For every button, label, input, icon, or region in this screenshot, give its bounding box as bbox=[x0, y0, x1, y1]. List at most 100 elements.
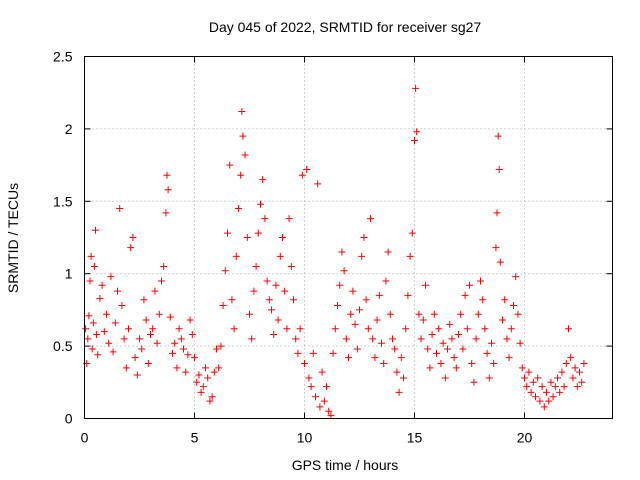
data-point-marker bbox=[98, 281, 106, 289]
data-point-marker bbox=[169, 349, 176, 357]
data-point-marker bbox=[404, 291, 412, 299]
y-tick-label: 1.5 bbox=[53, 193, 73, 209]
data-point-marker bbox=[197, 388, 205, 396]
data-point-marker bbox=[210, 368, 218, 376]
data-point-marker bbox=[384, 248, 392, 256]
data-point-marker bbox=[578, 378, 586, 386]
data-point-marker bbox=[477, 277, 484, 285]
data-point-marker bbox=[540, 403, 548, 411]
data-point-marker bbox=[301, 359, 308, 367]
data-point-marker bbox=[468, 359, 476, 367]
data-point-marker bbox=[163, 171, 171, 179]
data-point-marker bbox=[496, 258, 504, 266]
data-point-marker bbox=[268, 306, 275, 314]
x-tick-label: 5 bbox=[191, 430, 199, 446]
data-point-marker bbox=[415, 310, 423, 318]
data-point-marker bbox=[334, 302, 341, 310]
data-point-marker bbox=[503, 335, 511, 343]
data-point-marker bbox=[549, 393, 557, 401]
data-point-marker bbox=[238, 108, 246, 116]
data-point-marker bbox=[364, 325, 372, 333]
data-point-marker bbox=[532, 393, 539, 401]
data-point-marker bbox=[87, 252, 95, 260]
data-point-marker bbox=[505, 354, 513, 362]
data-point-marker bbox=[276, 252, 284, 260]
data-point-marker bbox=[433, 349, 440, 357]
data-point-marker bbox=[375, 291, 383, 299]
data-point-marker bbox=[93, 331, 101, 339]
x-tick-label: 15 bbox=[407, 430, 423, 446]
data-point-marker bbox=[103, 310, 110, 318]
data-point-marker bbox=[507, 325, 515, 333]
data-point-marker bbox=[470, 378, 478, 386]
x-tick-label: 0 bbox=[81, 430, 89, 446]
data-point-marker bbox=[576, 368, 583, 376]
data-point-marker bbox=[129, 234, 137, 241]
data-point-marker bbox=[320, 397, 328, 405]
data-point-marker bbox=[430, 310, 438, 318]
y-tick-label: 1 bbox=[65, 266, 73, 282]
data-point-marker bbox=[144, 359, 152, 367]
data-point-marker bbox=[373, 316, 381, 324]
data-point-marker bbox=[292, 335, 300, 343]
y-tick-label: 0 bbox=[65, 411, 73, 427]
y-tick-label: 2.5 bbox=[53, 49, 73, 65]
data-point-marker bbox=[450, 354, 458, 362]
data-point-marker bbox=[314, 180, 322, 188]
data-point-marker bbox=[265, 296, 273, 304]
plot-frame bbox=[84, 56, 613, 419]
data-point-marker bbox=[147, 331, 154, 339]
y-tick-label: 2 bbox=[65, 121, 73, 137]
data-point-marker bbox=[536, 397, 544, 405]
data-point-marker bbox=[336, 281, 344, 289]
data-point-marker bbox=[259, 176, 267, 184]
data-point-marker bbox=[254, 229, 262, 237]
data-point-marker bbox=[380, 359, 388, 367]
data-point-marker bbox=[426, 364, 434, 372]
data-point-marker bbox=[281, 287, 289, 295]
data-point-marker bbox=[331, 325, 339, 333]
data-point-marker bbox=[215, 364, 223, 372]
data-point-marker bbox=[417, 335, 425, 343]
data-point-marker bbox=[547, 378, 555, 386]
data-point-marker bbox=[96, 294, 104, 302]
data-point-marker bbox=[272, 281, 280, 289]
data-point-marker bbox=[294, 349, 302, 357]
data-point-marker bbox=[499, 316, 506, 324]
data-point-marker bbox=[208, 393, 216, 401]
data-point-marker bbox=[395, 388, 403, 396]
data-point-marker bbox=[378, 339, 385, 347]
data-point-marker bbox=[107, 273, 115, 281]
data-point-marker bbox=[309, 349, 317, 357]
data-point-marker bbox=[235, 205, 242, 213]
data-point-marker bbox=[318, 368, 326, 376]
data-point-marker bbox=[356, 306, 363, 314]
data-point-marker bbox=[562, 359, 570, 367]
data-point-marker bbox=[479, 296, 487, 304]
data-point-marker bbox=[419, 316, 427, 324]
data-point-marker bbox=[303, 165, 311, 173]
data-point-marker bbox=[492, 244, 500, 252]
data-point-marker bbox=[571, 364, 579, 372]
data-point-marker bbox=[261, 215, 269, 223]
data-point-marker bbox=[554, 374, 561, 382]
data-point-marker bbox=[441, 374, 449, 382]
data-point-marker bbox=[263, 277, 271, 285]
data-point-marker bbox=[188, 331, 196, 339]
data-point-marker bbox=[151, 287, 159, 295]
data-point-marker bbox=[246, 310, 253, 318]
data-point-marker bbox=[340, 267, 348, 275]
data-point-marker bbox=[556, 388, 564, 396]
data-point-marker bbox=[360, 234, 368, 241]
data-point-marker bbox=[521, 374, 528, 382]
data-point-marker bbox=[82, 325, 90, 333]
data-point-marker bbox=[428, 331, 436, 339]
data-point-marker bbox=[323, 383, 330, 391]
data-point-marker bbox=[171, 339, 179, 347]
data-point-marker bbox=[84, 335, 92, 343]
data-point-marker bbox=[514, 310, 522, 318]
data-point-marker bbox=[389, 335, 396, 343]
data-point-marker bbox=[111, 319, 119, 327]
data-point-marker bbox=[92, 226, 99, 234]
data-point-marker bbox=[565, 325, 572, 333]
